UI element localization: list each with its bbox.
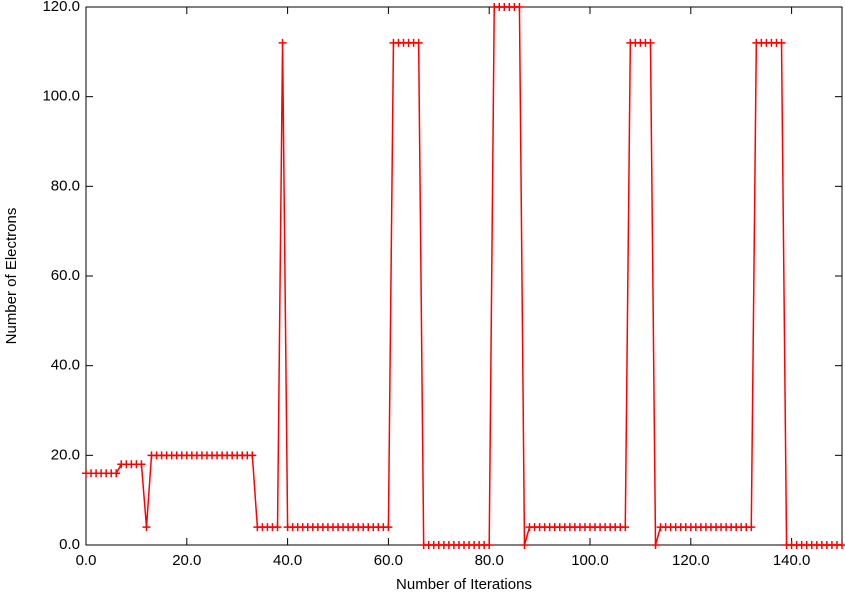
y-tick-label: 40.0: [51, 357, 80, 374]
y-tick-label: 100.0: [42, 88, 80, 105]
y-axis-label: Number of Electrons: [3, 208, 20, 345]
y-tick-label: 80.0: [51, 177, 80, 194]
point-marker: [112, 469, 121, 478]
point-marker: [485, 541, 494, 549]
y-tick-label: 0.0: [59, 536, 80, 553]
point-marker: [646, 38, 655, 47]
point-marker: [515, 3, 524, 11]
y-tick-label: 120.0: [42, 0, 80, 15]
x-tick-label: 100.0: [571, 552, 609, 569]
x-tick-label: 0.0: [76, 552, 97, 569]
x-tick-label: 60.0: [374, 552, 403, 569]
plot-frame: [85, 6, 843, 546]
x-tick-label: 120.0: [672, 552, 710, 569]
data-line: [86, 6, 842, 546]
x-tick-label: 80.0: [475, 552, 504, 569]
point-marker: [838, 541, 845, 549]
point-marker: [384, 523, 393, 532]
point-marker: [248, 451, 257, 460]
point-marker: [278, 38, 287, 47]
point-marker: [651, 541, 660, 549]
point-marker: [747, 523, 756, 532]
point-marker: [142, 523, 151, 532]
point-marker: [137, 460, 146, 469]
x-tick-label: 40.0: [273, 552, 302, 569]
point-marker: [621, 523, 630, 532]
point-marker: [777, 38, 786, 47]
y-tick-label: 60.0: [51, 267, 80, 284]
x-tick-label: 140.0: [773, 552, 811, 569]
y-tick-label: 20.0: [51, 446, 80, 463]
point-marker: [414, 38, 423, 47]
point-marker: [273, 523, 282, 532]
x-tick-label: 20.0: [172, 552, 201, 569]
point-marker: [520, 541, 529, 549]
x-axis-label: Number of Iterations: [396, 576, 532, 593]
